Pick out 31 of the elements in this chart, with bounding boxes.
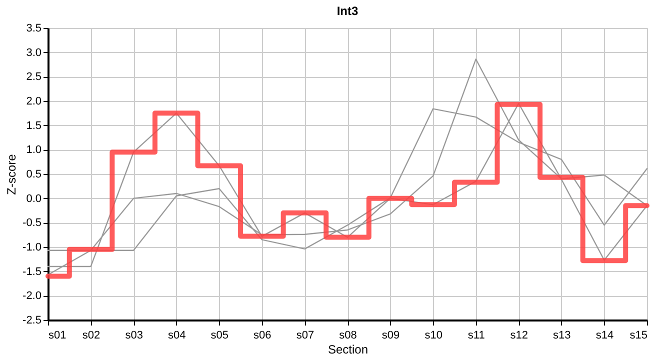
y-tick-label: 2.5 — [26, 71, 42, 84]
y-tick-label: 3.5 — [26, 22, 42, 34]
x-tick-label: s10 — [424, 330, 442, 342]
y-tick-label: -2.0 — [22, 290, 42, 302]
y-tick-label: 0.5 — [26, 168, 42, 180]
chart-title: Int3 — [336, 4, 358, 18]
y-tick-label: -0.5 — [22, 217, 42, 230]
x-axis-title: Section — [328, 342, 368, 356]
x-tick-label: s12 — [510, 330, 528, 342]
x-tick-label: s15 — [630, 330, 648, 342]
x-tick-label: s04 — [168, 330, 186, 342]
y-tick-label: 1.5 — [26, 120, 42, 132]
x-tick-label: s08 — [339, 330, 357, 342]
y-tick-label: -2.5 — [22, 314, 42, 326]
y-tick-label: -1.5 — [22, 266, 42, 278]
x-tick-label: s07 — [296, 330, 314, 342]
x-tick-label: s02 — [82, 330, 100, 342]
y-tick-label: 3.0 — [26, 46, 42, 59]
y-tick-label: -1.0 — [22, 242, 42, 254]
x-tick-label: s14 — [596, 330, 614, 342]
y-tick-label: 2.0 — [26, 96, 42, 108]
y-tick-label: 1.0 — [26, 144, 42, 156]
y-tick-label: 0.0 — [26, 192, 42, 205]
x-tick-label: s09 — [382, 330, 400, 342]
x-tick-label: s05 — [210, 330, 229, 342]
x-tick-label: s11 — [468, 330, 485, 342]
x-tick-label: s06 — [254, 330, 272, 342]
y-axis-title: Z-score — [4, 154, 19, 195]
x-tick-label: s01 — [48, 330, 66, 342]
x-tick-label: s13 — [553, 330, 571, 342]
x-tick-label: s03 — [125, 330, 143, 342]
